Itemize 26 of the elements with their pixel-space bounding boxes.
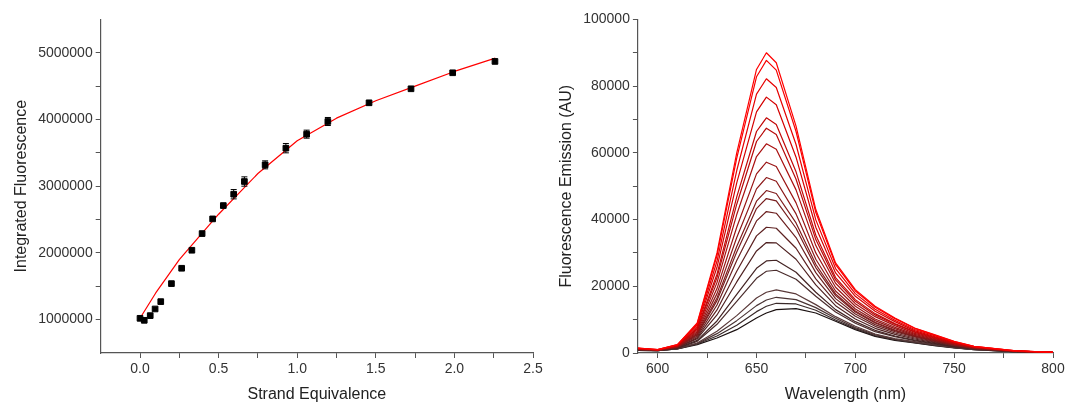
y-tick-label: 40000	[590, 210, 631, 227]
y-tick-label: 3000000	[38, 177, 93, 194]
x-tick-label: 600	[646, 360, 670, 377]
y-tick-label: 0	[622, 343, 631, 360]
y-axis-title: Integrated Fluorescence	[12, 99, 30, 273]
y-tick-label: 20000	[590, 277, 631, 294]
x-tick-label: 0.0	[130, 360, 150, 377]
x-tick-label: 0.5	[208, 360, 229, 377]
x-tick-label: 800	[1041, 360, 1065, 377]
y-tick-label: 1000000	[38, 310, 93, 327]
x-tick-label: 1.5	[366, 360, 386, 377]
y-tick-label: 5000000	[38, 43, 93, 60]
x-tick-label: 2.0	[444, 360, 465, 377]
x-tick-label: 650	[744, 360, 769, 377]
x-tick-label: 2.5	[523, 360, 543, 377]
x-tick-label: 750	[942, 360, 967, 377]
x-axis-title: Wavelength (nm)	[784, 384, 907, 402]
y-tick-label: 60000	[590, 143, 631, 160]
y-tick-label: 4000000	[38, 110, 93, 127]
y-tick-label: 80000	[590, 76, 631, 93]
y-tick-label: 100000	[583, 10, 631, 27]
x-tick-label: 1.0	[287, 360, 308, 377]
y-tick-label: 2000000	[38, 243, 93, 260]
x-tick-label: 700	[843, 360, 868, 377]
y-axis-title: Fluorescence Emission (AU)	[557, 84, 575, 288]
x-axis-title: Strand Equivalence	[247, 384, 387, 402]
